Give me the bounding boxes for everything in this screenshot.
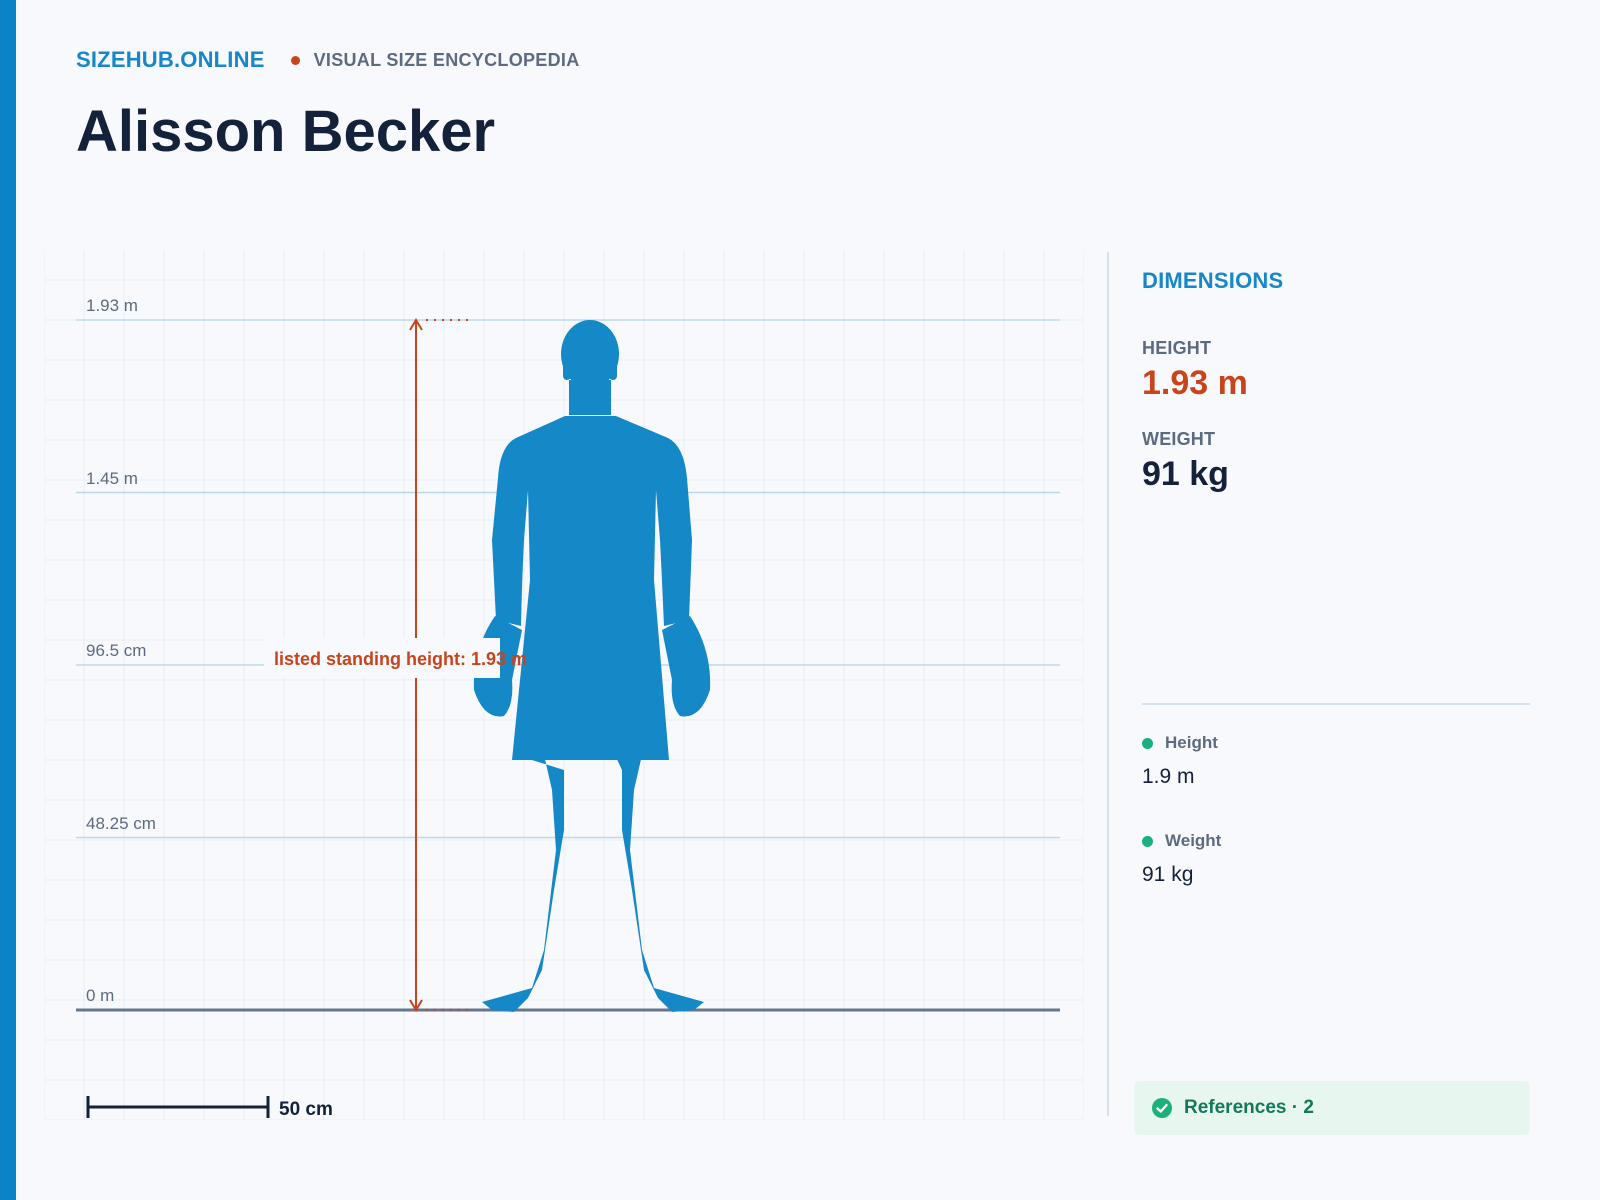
height-label: HEIGHT [1142,338,1212,358]
accent-bar [0,0,16,1200]
tick-label: 96.5 cm [86,641,146,660]
annotation-background [264,638,500,678]
scale-bar [86,1096,270,1118]
site-header: SIZEHUB.ONLINE VISUAL SIZE ENCYCLOPEDIA [76,47,580,73]
source-value: 91 kg [1142,863,1194,886]
panel-divider [1107,252,1109,1116]
site-tagline: VISUAL SIZE ENCYCLOPEDIA [313,49,580,70]
tick-label: 1.45 m [86,469,138,488]
tick-label: 1.93 m [86,296,138,315]
source-label: Height [1165,733,1218,752]
tick-label: 48.25 cm [86,814,156,833]
source-value: 1.9 m [1142,765,1195,788]
references-label: References · 2 [1184,1097,1314,1118]
height-value: 1.93 m [1142,364,1248,402]
page-title: Alisson Becker [76,99,496,164]
panel-divider-horizontal [1142,703,1530,705]
source-item-weight: Weight 91 kg [1142,831,1221,887]
person-silhouette [473,320,711,1012]
check-circle-icon [1152,1098,1172,1118]
weight-label: WEIGHT [1142,429,1216,449]
source-label: Weight [1165,831,1222,850]
verified-dot-icon [1142,835,1153,847]
separator-dot-icon [290,55,300,65]
height-chart: 1.93 m 1.45 m 96.5 cm 48.25 cm 0 m liste… [44,250,1084,1120]
site-brand-link[interactable]: SIZEHUB.ONLINE [76,47,265,72]
tick-label: 0 m [86,986,114,1005]
weight-value: 91 kg [1142,455,1229,493]
dimensions-title: DIMENSIONS [1142,268,1284,293]
height-annotation: listed standing height: 1.93 m [274,649,527,669]
scale-bar-label: 50 cm [279,1099,333,1120]
references-button[interactable]: References · 2 [1134,1081,1530,1135]
verified-dot-icon [1142,737,1153,749]
source-item-height: Height 1.9 m [1142,733,1218,789]
